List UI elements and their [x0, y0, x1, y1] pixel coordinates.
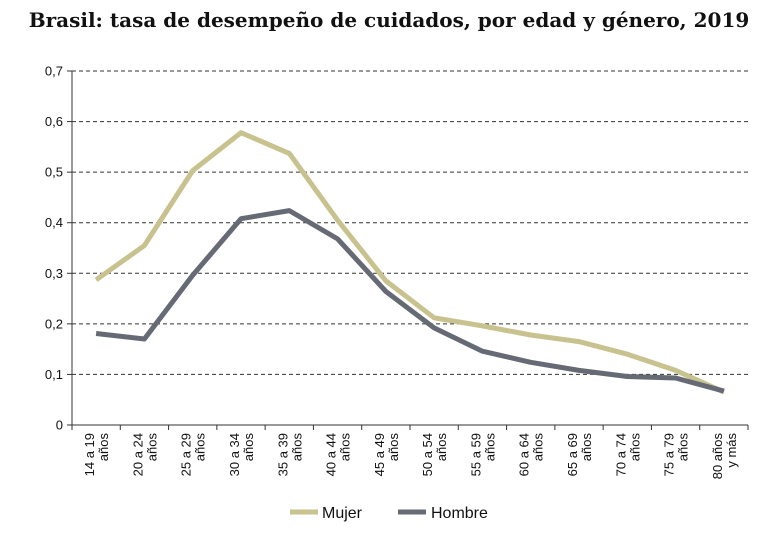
y-tick-label: 0,6	[45, 114, 63, 129]
y-tick-label: 0,3	[45, 266, 63, 281]
x-tick-label: 55 a 59años	[468, 433, 497, 477]
x-tick-label: 35 a 39años	[275, 433, 304, 477]
legend-label: Hombre	[431, 505, 488, 522]
x-tick-label: 45 a 49años	[372, 433, 401, 477]
y-tick-label: 0,1	[45, 367, 63, 382]
y-tick-label: 0,5	[45, 165, 63, 180]
y-tick-label: 0,4	[45, 215, 63, 230]
chart-title: Brasil: tasa de desempeño de cuidados, p…	[28, 8, 750, 32]
series-line-hombre	[95, 208, 725, 394]
x-tick-label: 60 a 64años	[517, 433, 546, 477]
x-tick-label: 14 a 19años	[82, 433, 111, 477]
x-tick-label: 65 a 69años	[565, 433, 594, 477]
x-tick-label: 70 a 74años	[613, 433, 642, 477]
x-tick-label: 80 añosy más	[710, 433, 739, 480]
y-tick-label: 0	[56, 418, 63, 433]
x-tick-label: 30 a 34años	[227, 433, 256, 477]
x-tick-label: 25 a 29años	[179, 433, 208, 477]
x-tick-label: 40 a 44años	[324, 433, 353, 477]
x-tick-label: 50 a 54años	[420, 433, 449, 477]
y-tick-label: 0,2	[45, 316, 63, 331]
y-tick-label: 0,7	[45, 64, 63, 79]
x-tick-label: 75 a 79años	[662, 433, 691, 477]
series-line-mujer	[94, 130, 725, 395]
x-tick-label: 20 a 24años	[130, 433, 159, 477]
legend-label: Mujer	[322, 505, 363, 522]
